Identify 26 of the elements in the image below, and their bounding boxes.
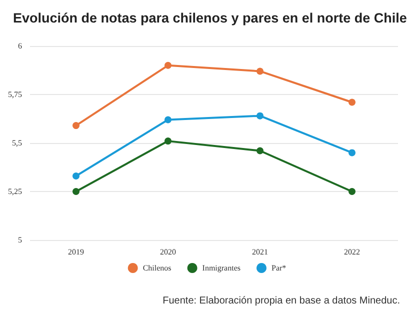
x-tick-label: 2020 [160,248,176,256]
x-tick-label: 2019 [68,248,84,256]
legend-label: Inmigrantes [202,264,241,272]
y-tick-label: 6 [18,42,22,50]
point [256,112,264,120]
y-tick-label: 5,25 [8,187,22,196]
point [348,188,356,195]
y-tick-label: 5,5 [12,138,22,148]
chart-title: Evolución de notas para chilenos y pares en el norte de Chile [13,10,408,26]
point [164,138,172,145]
point [72,188,80,195]
point [164,62,172,69]
y-tick-label: 5 [18,236,22,244]
x-tick-label: 2021 [252,248,268,256]
point [72,172,80,180]
legend-label: Par* [271,264,286,272]
legend-label: Chilenos [142,264,172,272]
point [256,147,264,154]
source-note: Fuente: Elaboración propia en base a datos Mineduc. [162,296,400,306]
y-tick-label: 5,75 [8,90,22,99]
point [348,149,356,156]
point [72,122,80,130]
point [164,116,172,124]
x-tick-label: 2022 [344,248,360,256]
point [256,68,264,75]
point [348,98,356,106]
